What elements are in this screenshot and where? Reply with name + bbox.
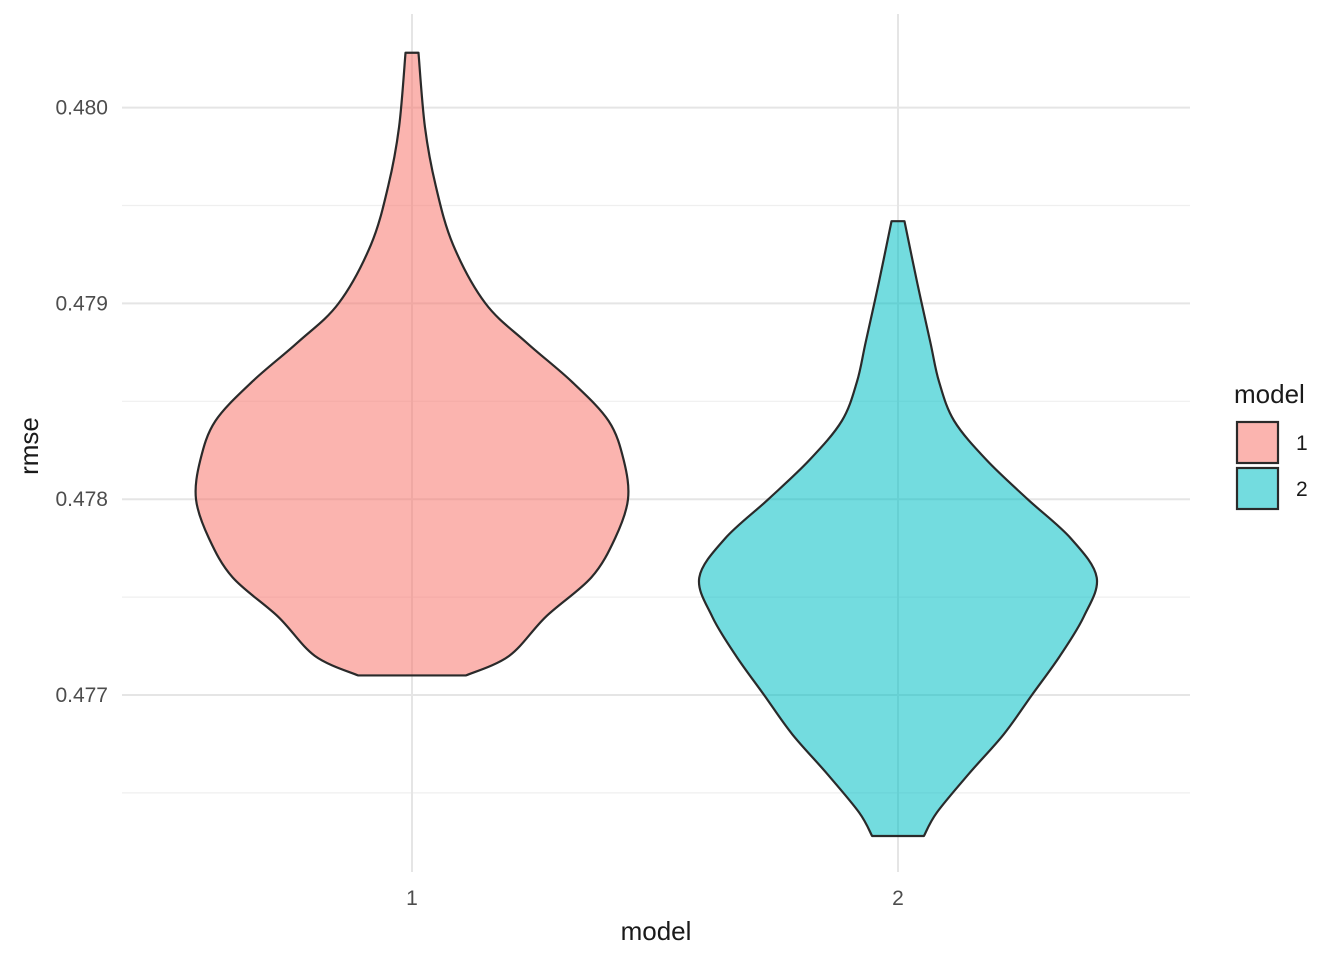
legend-key-2 [1235, 466, 1280, 511]
y-tick-label: 0.480 [55, 97, 108, 120]
legend-label-1: 1 [1296, 432, 1308, 455]
x-axis-title: model [621, 916, 692, 946]
violin-2 [697, 220, 1099, 838]
legend-key-1 [1235, 420, 1280, 465]
x-tick-label: 2 [892, 887, 904, 910]
y-tick-label: 0.479 [55, 292, 108, 315]
violin-layer [194, 51, 1099, 838]
y-tick-label: 0.477 [55, 684, 108, 707]
legend-label-2: 2 [1296, 478, 1308, 501]
x-tick-label: 1 [406, 887, 418, 910]
legend: model 1 2 [1234, 379, 1308, 511]
violin-1 [194, 51, 630, 677]
y-axis-title: rmse [14, 417, 44, 475]
y-tick-labels: 0.477 0.478 0.479 0.480 [55, 97, 108, 707]
legend-title: model [1234, 379, 1305, 409]
y-tick-label: 0.478 [55, 488, 108, 511]
